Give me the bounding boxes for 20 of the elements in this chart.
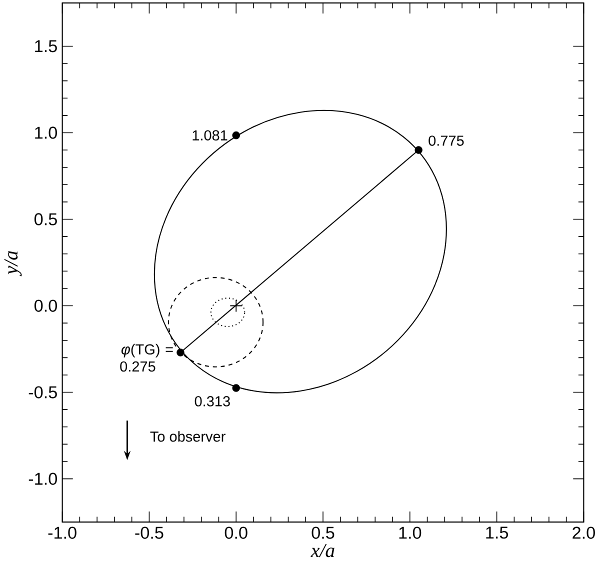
y-tick-label: -1.0 xyxy=(28,472,57,485)
x-tick-label: -0.5 xyxy=(135,526,164,539)
annotation: φ(TG) = 0.275 xyxy=(120,344,173,372)
annotation: 0.775 xyxy=(428,135,464,146)
annotation: To observer xyxy=(150,430,226,442)
x-tick-label: 1.0 xyxy=(399,526,422,539)
annotation: 0.313 xyxy=(194,396,230,406)
x-tick-label: 0.0 xyxy=(224,526,248,539)
x-tick-label: 1.5 xyxy=(486,526,508,538)
y-tick-label: 0.5 xyxy=(34,212,57,226)
y-tick-label: 1.5 xyxy=(35,40,57,52)
y-tick-label: 0.0 xyxy=(34,299,57,312)
y-axis-title: y/a xyxy=(4,250,22,276)
y-tick-label: 1.0 xyxy=(35,126,57,139)
annotation: 1.081 xyxy=(192,130,228,140)
x-tick-label: -1.0 xyxy=(48,526,76,539)
x-tick-label: 0.5 xyxy=(312,526,334,539)
x-tick-label: 2.0 xyxy=(572,526,595,539)
y-tick-label: -0.5 xyxy=(28,386,57,398)
x-axis-title: x/a xyxy=(310,544,334,557)
